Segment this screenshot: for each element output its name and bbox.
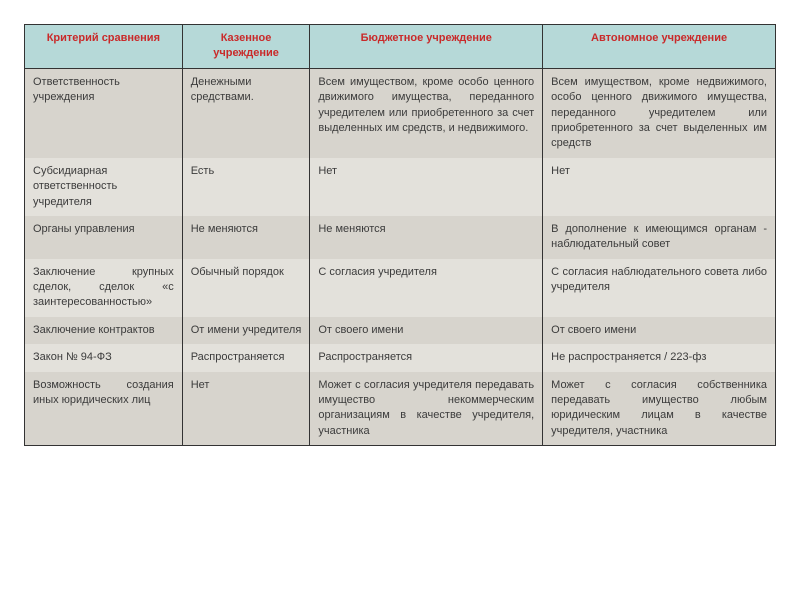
cell-budget: Нет <box>310 158 543 216</box>
cell-criterion: Субсидиарная ответственность учредителя <box>25 158 183 216</box>
cell-state: От имени учредителя <box>182 317 310 344</box>
col-header-criterion: Критерий сравнения <box>25 25 183 69</box>
cell-state: Денежными средствами. <box>182 68 310 157</box>
table-row: Заключение контрактов От имени учредител… <box>25 317 776 344</box>
cell-autonomous: Нет <box>543 158 776 216</box>
cell-state: Распространяется <box>182 344 310 371</box>
table-row: Заключение крупных сделок, сделок «с заи… <box>25 259 776 317</box>
comparison-table: Критерий сравнения Казенное учреждение Б… <box>24 24 776 446</box>
cell-state: Нет <box>182 372 310 446</box>
cell-criterion: Ответственность учреждения <box>25 68 183 157</box>
col-header-autonomous: Автономное учреждение <box>543 25 776 69</box>
cell-state: Есть <box>182 158 310 216</box>
cell-budget: Всем имуществом, кроме особо ценного дви… <box>310 68 543 157</box>
col-header-state: Казенное учреждение <box>182 25 310 69</box>
cell-state: Не меняются <box>182 216 310 259</box>
cell-criterion: Органы управления <box>25 216 183 259</box>
col-header-budget: Бюджетное учреждение <box>310 25 543 69</box>
table-row: Возможность создания иных юридических ли… <box>25 372 776 446</box>
table-row: Закон № 94-ФЗ Распространяется Распростр… <box>25 344 776 371</box>
cell-autonomous: Всем имуществом, кроме недвижимого, особ… <box>543 68 776 157</box>
cell-budget: От своего имени <box>310 317 543 344</box>
cell-criterion: Возможность создания иных юридических ли… <box>25 372 183 446</box>
table-row: Субсидиарная ответственность учредителя … <box>25 158 776 216</box>
table-row: Органы управления Не меняются Не меняютс… <box>25 216 776 259</box>
cell-autonomous: Может с согласия собственника передавать… <box>543 372 776 446</box>
cell-state: Обычный порядок <box>182 259 310 317</box>
cell-autonomous: От своего имени <box>543 317 776 344</box>
cell-criterion: Заключение крупных сделок, сделок «с заи… <box>25 259 183 317</box>
cell-criterion: Закон № 94-ФЗ <box>25 344 183 371</box>
cell-autonomous: С согласия наблюдательного совета либо у… <box>543 259 776 317</box>
cell-budget: С согласия учредителя <box>310 259 543 317</box>
table-header-row: Критерий сравнения Казенное учреждение Б… <box>25 25 776 69</box>
cell-budget: Может с согласия учредителя передавать и… <box>310 372 543 446</box>
cell-budget: Распространяется <box>310 344 543 371</box>
cell-autonomous: В дополнение к имеющимся органам - наблю… <box>543 216 776 259</box>
cell-budget: Не меняются <box>310 216 543 259</box>
cell-criterion: Заключение контрактов <box>25 317 183 344</box>
table-row: Ответственность учреждения Денежными сре… <box>25 68 776 157</box>
cell-autonomous: Не распространяется / 223-фз <box>543 344 776 371</box>
